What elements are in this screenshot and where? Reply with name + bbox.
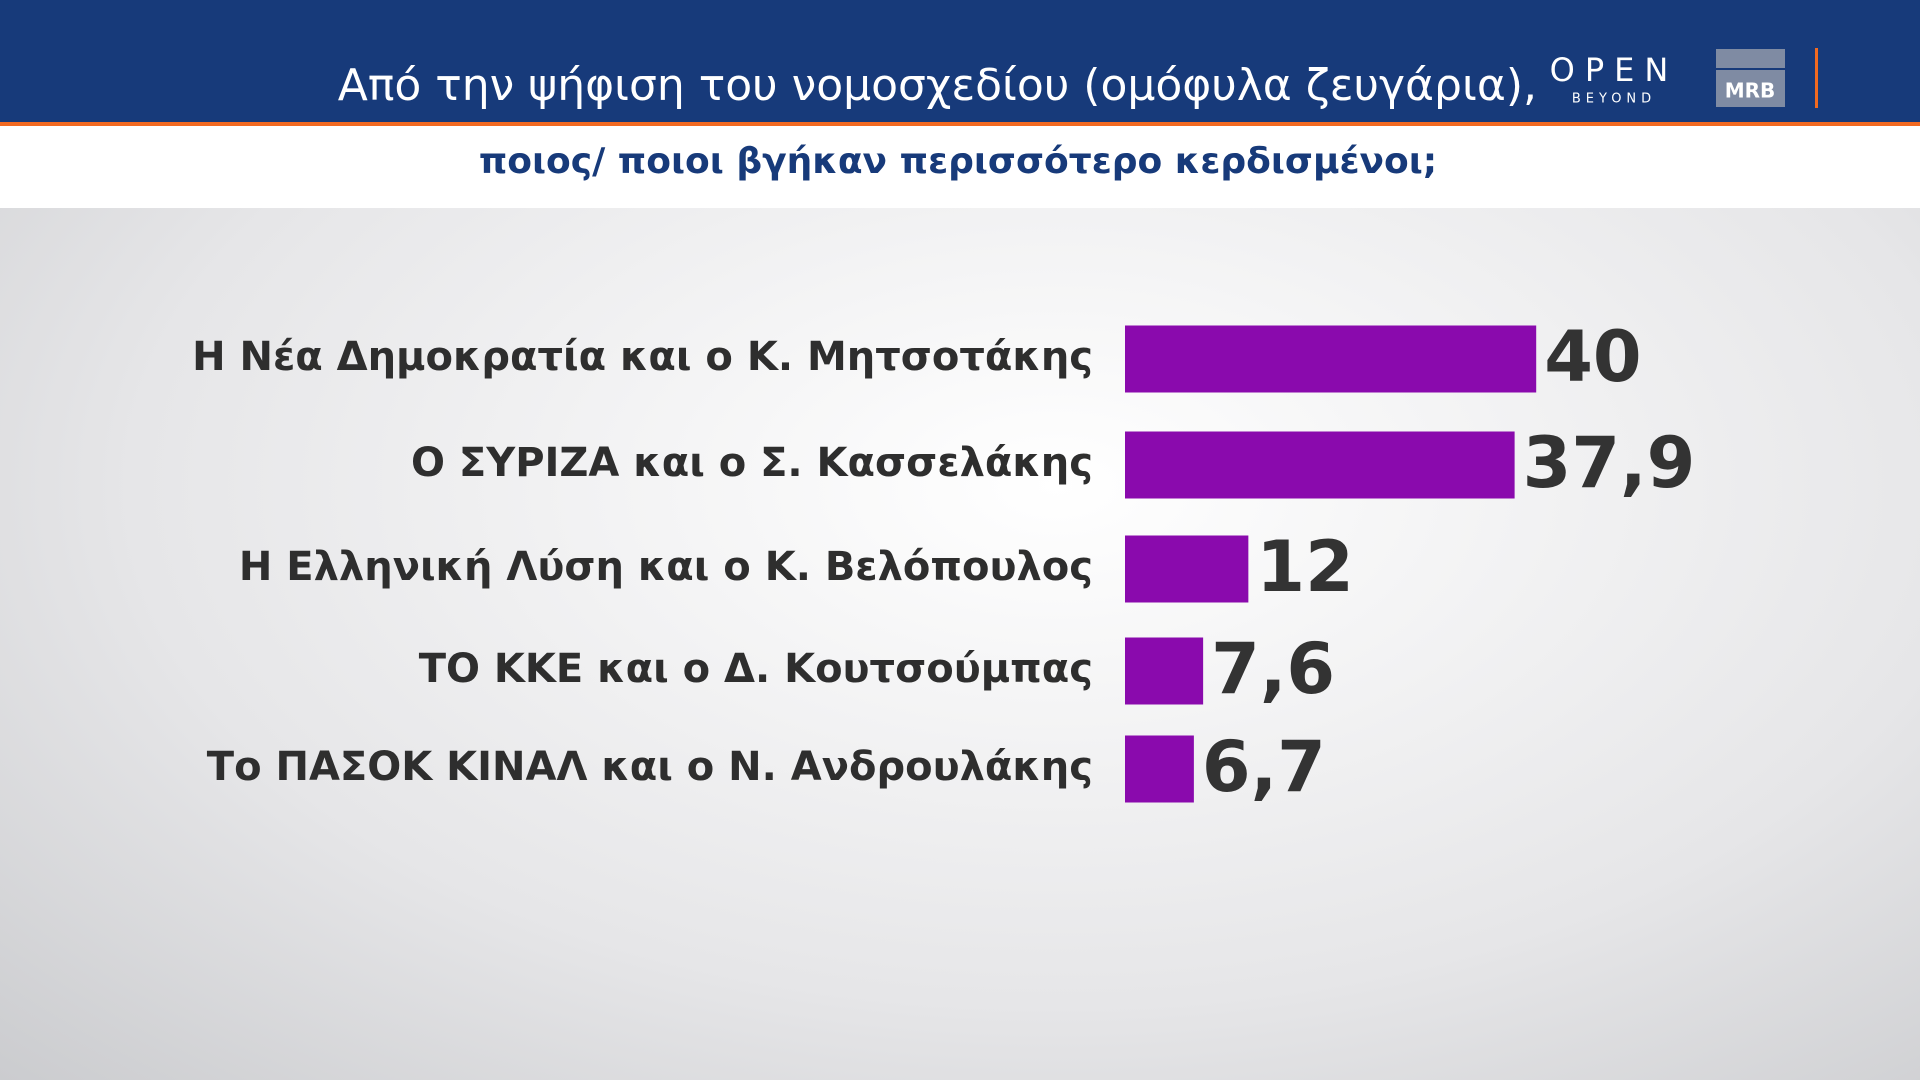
category-label: Το ΠΑΣΟΚ ΚΙΝΑΛ και ο Ν. Ανδρουλάκης: [207, 744, 1093, 790]
value-label: 40: [1544, 316, 1641, 398]
value-label: 7,6: [1211, 628, 1335, 710]
chart-title: Από την ψήφιση του νομοσχεδίου (ομόφυλα …: [338, 60, 1537, 111]
logo-separator: [1815, 48, 1818, 108]
chart-subtitle: ποιος/ ποιοι βγήκαν περισσότερο κερδισμέ…: [479, 141, 1437, 182]
category-label: Ο ΣΥΡΙΖΑ και ο Σ. Κασσελάκης: [411, 440, 1093, 486]
subtitle-band: [0, 126, 1920, 208]
brand-box: [1716, 49, 1785, 107]
category-label: Η Ελληνική Λύση και ο Κ. Βελόπουλος: [239, 544, 1093, 590]
value-label: 37,9: [1523, 422, 1696, 504]
header-bar: [0, 0, 1920, 122]
brand: MRB: [1725, 79, 1776, 103]
logo: OPEN: [1550, 51, 1679, 89]
category-label: Η Νέα Δημοκρατία και ο Κ. Μητσοτάκης: [192, 334, 1093, 380]
value-label: 12: [1256, 526, 1353, 608]
bar: [1125, 431, 1515, 499]
value-label: 6,7: [1202, 726, 1326, 808]
header-accent: [0, 122, 1920, 126]
category-label: ΤΟ ΚΚΕ και ο Δ. Κουτσούμπας: [419, 646, 1093, 692]
bar: [1125, 637, 1204, 705]
bar: [1125, 325, 1537, 393]
logo-sub: BEYOND: [1572, 92, 1656, 107]
bar: [1125, 535, 1249, 603]
bar: [1125, 735, 1194, 803]
